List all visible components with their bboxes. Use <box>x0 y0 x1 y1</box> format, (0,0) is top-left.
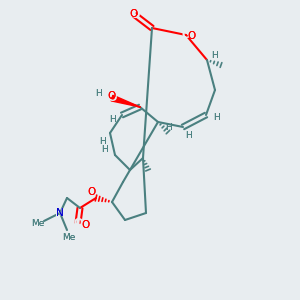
Text: H: H <box>96 88 102 98</box>
Text: O: O <box>73 218 83 228</box>
Text: O: O <box>88 187 96 197</box>
Text: O: O <box>107 91 115 101</box>
Text: H: H <box>96 88 102 98</box>
Text: Me: Me <box>62 233 76 242</box>
Text: O: O <box>181 30 191 40</box>
Text: Me: Me <box>31 218 45 227</box>
Text: H: H <box>109 115 116 124</box>
Text: N: N <box>56 208 64 218</box>
Text: O: O <box>187 31 195 41</box>
Text: H: H <box>184 130 191 140</box>
Text: O: O <box>82 220 90 230</box>
Text: H: H <box>165 122 171 131</box>
Text: Me: Me <box>62 233 76 242</box>
Text: O: O <box>107 93 117 103</box>
Text: N: N <box>56 208 64 218</box>
Text: H: H <box>99 136 105 146</box>
Polygon shape <box>111 95 140 107</box>
Text: N: N <box>56 208 64 218</box>
Text: O: O <box>130 9 138 19</box>
Text: H: H <box>212 50 218 59</box>
Text: H: H <box>212 50 218 59</box>
Text: O: O <box>130 10 140 20</box>
Text: H: H <box>102 146 108 154</box>
Text: H: H <box>109 115 116 124</box>
Text: H: H <box>102 146 108 154</box>
Text: O: O <box>187 31 195 41</box>
Text: H: H <box>99 136 105 146</box>
Text: H: H <box>184 130 191 140</box>
Text: O: O <box>82 220 90 230</box>
Text: H: H <box>213 112 219 122</box>
Text: O: O <box>107 91 115 101</box>
Text: H: H <box>213 112 219 122</box>
Text: O: O <box>88 187 96 197</box>
Text: H: H <box>165 122 171 131</box>
Text: Me: Me <box>31 218 45 227</box>
Text: O: O <box>130 9 138 19</box>
